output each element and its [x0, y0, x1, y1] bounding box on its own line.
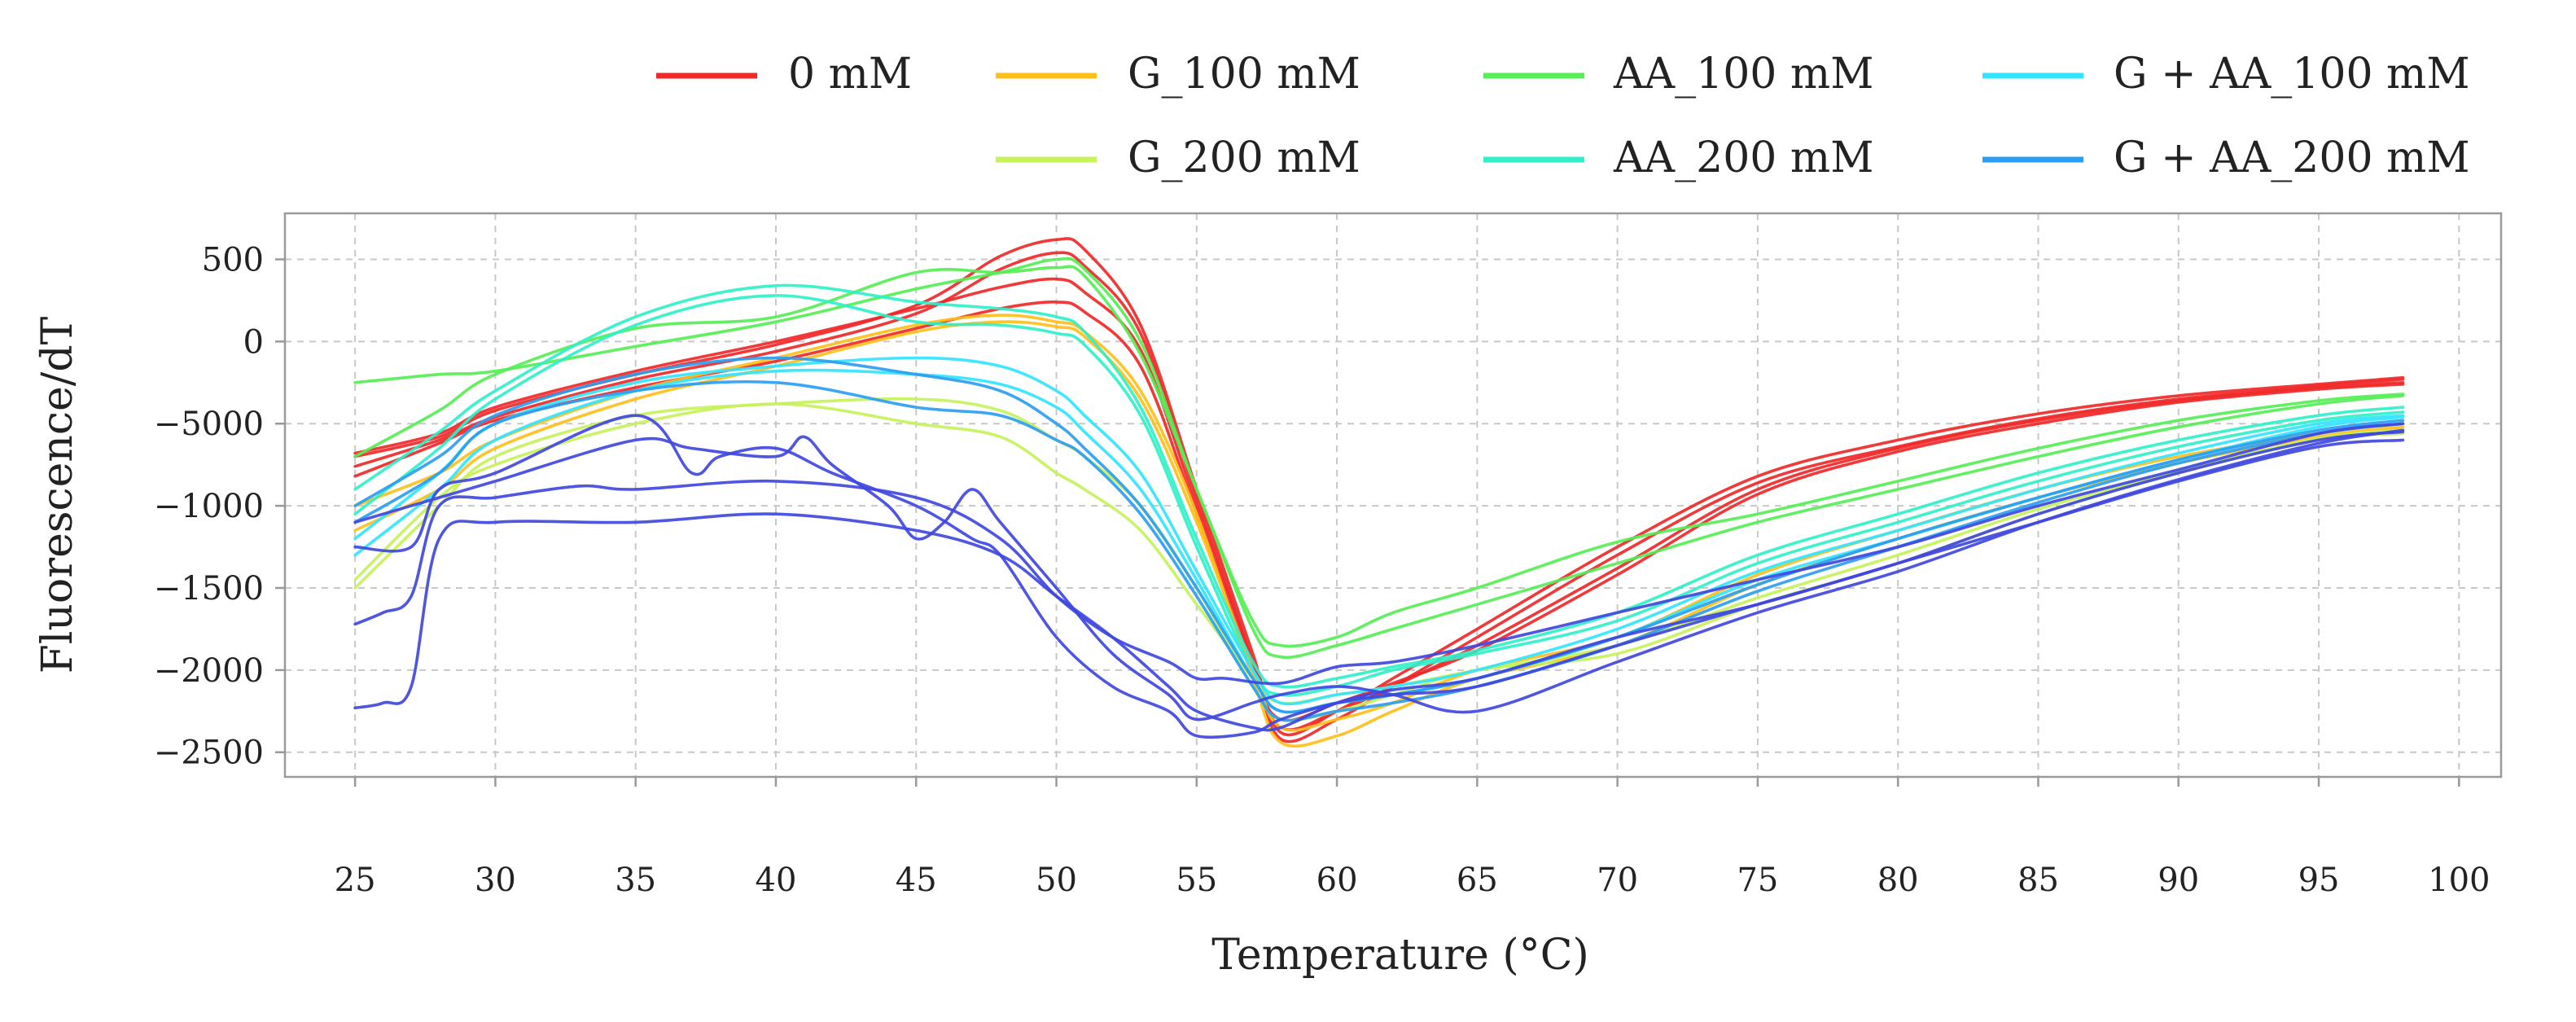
series-line-aa-100-mm-10: [353, 265, 2405, 660]
legend-item-gaa100: G + AA_100 mM: [1982, 50, 2470, 99]
x-tick-label: 50: [1036, 862, 1077, 899]
legend-label-aa100: AA_100 mM: [1613, 50, 1873, 99]
y-tick-label: −2500: [154, 735, 264, 772]
series-line-g-100-mm-5: [353, 314, 2405, 748]
series-line-g-200-mm-7: [353, 397, 2405, 722]
x-tick-label: 85: [2017, 862, 2059, 899]
legend: 0 mM G_100 mM AA_100 mM G + AA_100 mM G_…: [656, 50, 2470, 182]
legend-label-g100: G_100 mM: [1128, 50, 1360, 99]
x-tick-label: 75: [1737, 862, 1778, 899]
legend-item-gaa200: G + AA_200 mM: [1982, 134, 2470, 182]
series-line-aa-200-mm-11: [353, 283, 2405, 689]
x-tick-label: 40: [756, 862, 797, 899]
x-tick-label: 90: [2158, 862, 2199, 899]
legend-label-0mm: 0 mM: [788, 50, 912, 99]
legend-label-gaa100: G + AA_100 mM: [2114, 50, 2470, 99]
series-line-g-aa-100-mm-14: [353, 368, 2405, 714]
legend-label-g200: G_200 mM: [1128, 134, 1360, 182]
series-line-g-aa-200-mm-17: [353, 438, 2405, 732]
series-line-g-aa-200-mm-15: [353, 356, 2405, 714]
x-tick-label: 45: [896, 862, 937, 899]
x-tick-label: 25: [335, 862, 376, 899]
legend-item-g100: G_100 mM: [996, 50, 1360, 99]
series-line-g-aa-200-mm-20: [353, 428, 2405, 722]
x-tick-label: 55: [1176, 862, 1217, 899]
series-line-aa-100-mm-9: [353, 257, 2405, 648]
y-tick-labels: 500 0 −5000 −1000 −1500 −2000 −2500: [154, 241, 264, 771]
y-tick-label: −1000: [154, 488, 264, 525]
series-line-g-aa-200-mm-19: [353, 414, 2405, 739]
x-tick-label: 35: [615, 862, 656, 899]
series-line-g-200-mm-8: [353, 402, 2405, 705]
y-tick-label: 0: [243, 323, 264, 361]
legend-item-aa200: AA_200 mM: [1483, 134, 1873, 182]
x-tick-label: 95: [2298, 862, 2340, 899]
legend-item-aa100: AA_100 mM: [1483, 50, 1873, 99]
x-tick-label: 65: [1457, 862, 1498, 899]
tick-layer: [275, 258, 2460, 787]
legend-item-g200: G_200 mM: [996, 134, 1360, 182]
curve-layer: [353, 237, 2405, 748]
x-tick-label: 100: [2428, 862, 2490, 899]
y-tick-label: −2000: [154, 652, 264, 690]
x-tick-labels: 25 30 35 40 45 50 55 60 65 70 75 80 85 90 95 100: [335, 862, 2491, 899]
y-tick-label: −1500: [154, 570, 264, 607]
legend-item-0mm: 0 mM: [656, 50, 912, 99]
x-tick-label: 80: [1877, 862, 1919, 899]
y-tick-label: −5000: [154, 406, 264, 443]
series-line-g-aa-200-mm-18: [353, 422, 2405, 686]
y-tick-label: 500: [202, 241, 264, 279]
legend-label-gaa200: G + AA_200 mM: [2114, 134, 2470, 182]
legend-label-aa200: AA_200 mM: [1613, 134, 1873, 182]
series-line-0-mm-3: [353, 277, 2405, 731]
plot-frame: [283, 212, 2503, 779]
x-tick-label: 30: [475, 862, 516, 899]
y-axis-title: Fluorescence/dT: [33, 316, 82, 673]
grid-layer: [285, 213, 2501, 777]
x-axis-title: Temperature (°C): [1211, 931, 1589, 980]
x-tick-label: 70: [1597, 862, 1638, 899]
series-line-0-mm-1: [353, 237, 2405, 737]
x-tick-label: 60: [1316, 862, 1358, 899]
